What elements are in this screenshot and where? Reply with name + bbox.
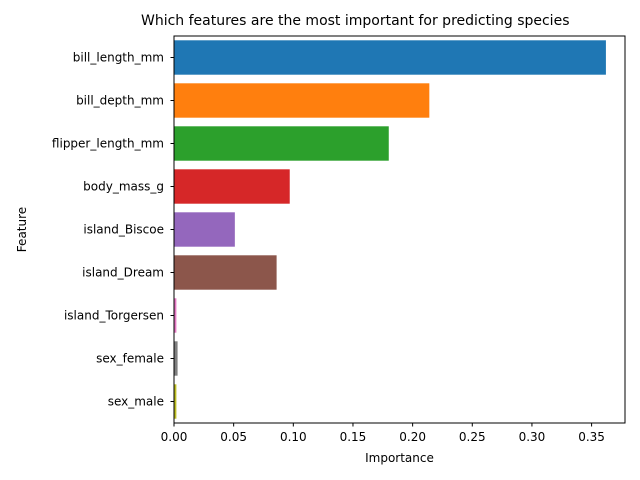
- x-tick-label: 0.00: [161, 430, 188, 444]
- y-tick-label: flipper_length_mm: [52, 137, 164, 151]
- y-tick-label: body_mass_g: [83, 180, 164, 194]
- y-tick-label: bill_depth_mm: [76, 94, 164, 108]
- y-tick-label: island_Torgersen: [64, 309, 164, 323]
- bar-island_Biscoe: [174, 212, 235, 247]
- y-tick-label: sex_female: [96, 352, 164, 366]
- x-tick-label: 0.10: [280, 430, 307, 444]
- y-tick-label: island_Biscoe: [83, 223, 164, 237]
- bar-bill_length_mm: [174, 40, 606, 75]
- y-axis-ticks: bill_length_mm bill_depth_mm flipper_lengt…: [52, 51, 174, 409]
- x-axis-ticks: 0.00 0.05 0.10 0.15 0.20 0.25 0.30 0.35: [161, 423, 605, 444]
- y-tick-label: bill_length_mm: [73, 51, 164, 65]
- bar-bill_depth_mm: [174, 83, 430, 118]
- x-tick-label: 0.35: [578, 430, 605, 444]
- x-tick-label: 0.15: [340, 430, 367, 444]
- bar-sex_female: [174, 341, 178, 376]
- y-axis-label: Feature: [15, 207, 29, 252]
- bars-group: [174, 40, 606, 419]
- y-tick-label: sex_male: [108, 395, 164, 409]
- bar-sex_male: [174, 384, 177, 419]
- bar-island_Torgersen: [174, 298, 177, 333]
- x-tick-label: 0.20: [399, 430, 426, 444]
- x-tick-label: 0.05: [220, 430, 247, 444]
- plot-frame: [173, 35, 626, 424]
- bar-flipper_length_mm: [174, 126, 389, 161]
- bar-body_mass_g: [174, 169, 290, 204]
- bar-island_Dream: [174, 255, 277, 290]
- chart-title: Which features are the most important fo…: [141, 13, 569, 29]
- y-tick-label: island_Dream: [82, 266, 164, 280]
- x-axis-label: Importance: [365, 451, 434, 465]
- x-tick-label: 0.25: [459, 430, 486, 444]
- x-tick-label: 0.30: [519, 430, 546, 444]
